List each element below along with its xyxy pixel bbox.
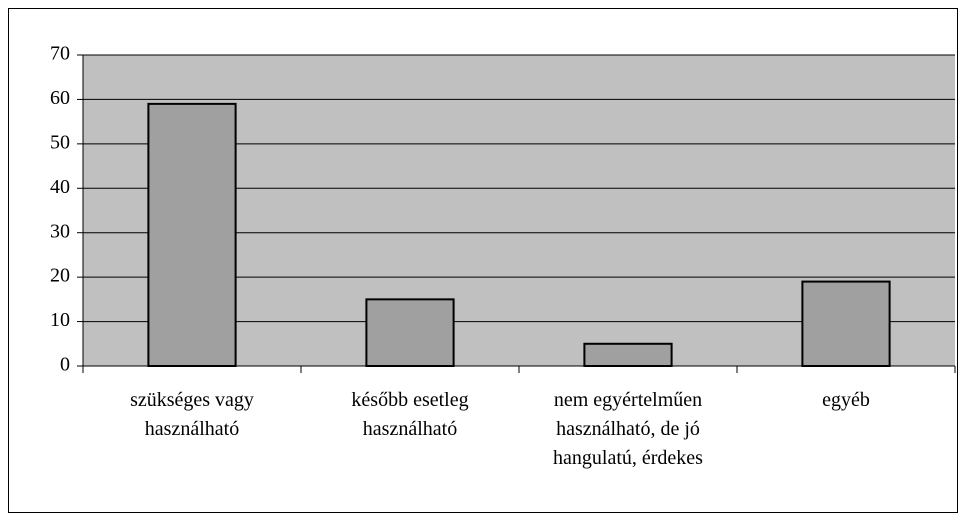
y-tick-label: 60 bbox=[50, 87, 70, 109]
bar bbox=[801, 280, 891, 368]
y-tick-label: 40 bbox=[50, 176, 70, 198]
x-tick-label: később esetleg használható bbox=[351, 389, 469, 440]
x-tick-label: szükséges vagy használható bbox=[130, 389, 254, 440]
y-tick-label: 30 bbox=[50, 220, 70, 242]
y-tick-label: 0 bbox=[60, 354, 70, 376]
x-tick-label: nem egyértelműen használható, de jó hang… bbox=[553, 389, 703, 469]
y-tick-label: 70 bbox=[50, 43, 70, 65]
bar bbox=[583, 342, 673, 367]
bar bbox=[365, 298, 455, 368]
y-tick-label: 10 bbox=[50, 309, 70, 331]
bar bbox=[147, 102, 237, 367]
x-tick-label: egyéb bbox=[822, 389, 870, 411]
y-tick-label: 50 bbox=[50, 131, 70, 153]
y-tick-label: 20 bbox=[50, 265, 70, 287]
